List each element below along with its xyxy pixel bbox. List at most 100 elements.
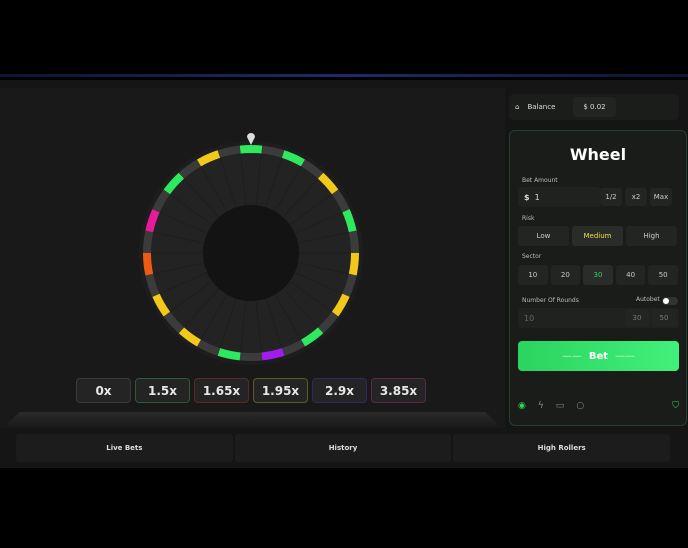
wheel-center: [203, 205, 299, 301]
multiplier-4: 2.9x: [312, 378, 367, 403]
segment-divider: [219, 157, 237, 208]
wheel-segment: [178, 159, 201, 179]
segment-divider: [255, 300, 262, 353]
wheel-segment: [281, 339, 305, 356]
wheel-segment: [145, 273, 160, 297]
wheel-segment: [239, 145, 263, 154]
lightning-icon[interactable]: ϟ: [537, 401, 544, 411]
segment-divider: [200, 166, 228, 212]
sector-30[interactable]: 30: [583, 265, 613, 285]
multiplier-0: 0x: [76, 378, 131, 403]
bet-panel: Wheel Bet Amount $ 1 1/2 x2 Max Risk Low…: [509, 130, 687, 426]
wheel-segment: [348, 230, 359, 253]
multiplier-list: 0x 1.5x 1.65x 1.95x 2.9x 3.85x: [76, 378, 426, 403]
wheel-segment: [342, 273, 357, 297]
tab-live-bets[interactable]: Live Bets: [16, 434, 233, 462]
double-button[interactable]: x2: [625, 188, 647, 206]
wheel-segment: [342, 209, 357, 233]
multiplier-2: 1.65x: [194, 378, 249, 403]
rounds-30-button[interactable]: 30: [625, 309, 649, 327]
segment-divider: [183, 288, 220, 328]
risk-high[interactable]: High: [626, 226, 677, 246]
segment-divider: [255, 153, 262, 206]
segment-divider: [169, 193, 213, 226]
segment-divider: [153, 231, 205, 244]
multiplier-3: 1.95x: [253, 378, 308, 403]
multiplier-1: 1.5x: [135, 378, 190, 403]
pointer-icon: [247, 133, 255, 145]
segment-divider: [183, 178, 220, 218]
segment-divider: [274, 166, 302, 212]
segment-divider: [240, 153, 247, 206]
wheel: [139, 133, 363, 365]
half-button[interactable]: 1/2: [600, 188, 622, 206]
bet-amount-input[interactable]: $ 1: [518, 187, 600, 207]
sector-10[interactable]: 10: [518, 265, 548, 285]
bet-amount-value: 1: [534, 192, 540, 202]
segment-divider: [200, 294, 228, 340]
info-icon[interactable]: ○: [576, 401, 585, 411]
wheel-stage: [5, 412, 500, 426]
tab-high-rollers[interactable]: High Rollers: [453, 434, 671, 462]
wheel-segment: [152, 293, 171, 317]
segment-divider: [265, 157, 283, 208]
risk-low[interactable]: Low: [518, 226, 569, 246]
segment-divider: [153, 262, 205, 275]
wheel-segment: [197, 339, 221, 356]
segment-divider: [282, 178, 319, 218]
wheel-segment: [239, 352, 263, 361]
autobet-toggle[interactable]: [662, 297, 678, 305]
segment-divider: [265, 298, 283, 349]
sector-40[interactable]: 40: [615, 265, 646, 285]
rounds-label: Number Of Rounds: [522, 297, 579, 304]
tab-history[interactable]: History: [234, 434, 452, 462]
sector-50[interactable]: 50: [648, 265, 678, 285]
wheel-segment: [143, 253, 154, 276]
wheel-segment: [261, 145, 285, 158]
bet-button[interactable]: —— Bet ——: [518, 341, 679, 371]
wheel-segment: [301, 327, 324, 347]
game-title: Wheel: [569, 145, 627, 164]
segment-divider: [159, 272, 208, 295]
top-divider: [0, 74, 688, 77]
segment-divider: [282, 288, 319, 328]
wheel-segment: [261, 348, 285, 361]
wheel-segment: [163, 311, 185, 334]
segment-divider: [219, 298, 237, 349]
segment-divider: [289, 280, 333, 313]
rounds-value: 10: [524, 313, 535, 323]
eye-icon[interactable]: ◉: [518, 401, 526, 411]
keyboard-icon[interactable]: ▭: [555, 401, 565, 411]
risk-medium[interactable]: Medium: [572, 226, 623, 246]
bets-tabs: Live Bets History High Rollers: [16, 434, 671, 462]
segment-divider: [294, 211, 343, 234]
segment-divider: [289, 193, 333, 226]
balance-bar: ⌂ Balance $ 0.02: [509, 94, 679, 120]
wheel-segment: [281, 150, 305, 167]
wheel-segment: [163, 172, 185, 195]
balance-value: $ 0.02: [573, 97, 616, 117]
bet-button-label: Bet: [588, 350, 609, 362]
autobet-label: Autobet: [636, 296, 660, 303]
balance-label: Balance: [527, 103, 556, 111]
currency-symbol: $: [524, 192, 530, 202]
rounds-50-button[interactable]: 50: [652, 309, 676, 327]
wheel-segment: [178, 327, 201, 347]
risk-label: Risk: [522, 215, 535, 222]
home-icon[interactable]: ⌂: [515, 103, 520, 111]
segment-divider: [240, 300, 247, 353]
wheel-segment: [317, 172, 339, 195]
wheel-segment: [152, 189, 171, 213]
segment-divider: [297, 262, 349, 275]
wheel-segment: [331, 189, 350, 213]
sector-label: Sector: [522, 253, 542, 260]
wheel-segment: [143, 230, 154, 253]
segment-divider: [297, 231, 349, 244]
wheel-segment: [348, 253, 359, 276]
shield-icon[interactable]: ⛉: [672, 401, 679, 411]
sector-20[interactable]: 20: [550, 265, 581, 285]
wheel-segment: [301, 159, 324, 179]
max-button[interactable]: Max: [650, 188, 672, 206]
wheel-segment: [197, 150, 221, 167]
wheel-segment: [217, 348, 241, 361]
